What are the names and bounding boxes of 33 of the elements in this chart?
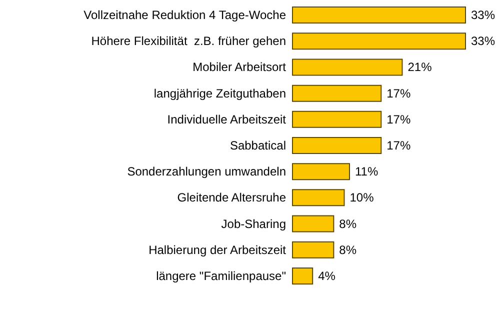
data-label: 17% (386, 112, 411, 126)
data-label: 33% (471, 8, 496, 22)
data-label: 33% (471, 34, 496, 48)
bar (292, 58, 403, 76)
bar (292, 137, 382, 154)
y-tick-label: Job-Sharing (221, 216, 286, 231)
bar (292, 241, 334, 258)
y-tick-label: Sonderzahlungen umwandeln (127, 164, 286, 179)
data-label: 17% (386, 138, 411, 152)
bar (292, 163, 350, 180)
y-tick-label: Sabbatical (230, 138, 286, 152)
y-tick-label: Gleitende Altersruhe (177, 190, 286, 205)
bar (292, 84, 382, 102)
y-tick-label: Vollzeitnahe Reduktion 4 Tage-Woche (84, 8, 286, 22)
data-label: 21% (408, 60, 432, 74)
y-tick-label: längere "Familienpause" (156, 268, 286, 283)
bar (292, 215, 334, 232)
data-label: 10% (350, 190, 374, 205)
bar (292, 267, 314, 284)
data-label: 17% (386, 86, 411, 100)
data-label: 8% (339, 216, 357, 231)
bar (292, 189, 345, 206)
y-tick-label: langjährige Zeitguthaben (154, 86, 286, 100)
y-tick-label: Höhere Flexibilität z.B. früher gehen (91, 34, 286, 48)
data-label: 11% (355, 164, 378, 179)
y-tick-label: Halbierung der Arbeitszeit (148, 242, 287, 257)
bar (292, 110, 382, 128)
y-tick-label: Mobiler Arbeitsort (192, 60, 287, 74)
bar (292, 6, 466, 24)
data-label: 8% (339, 242, 357, 257)
bar (292, 32, 466, 50)
data-label: 4% (318, 268, 336, 283)
y-tick-label: Individuelle Arbeitszeit (167, 112, 287, 126)
